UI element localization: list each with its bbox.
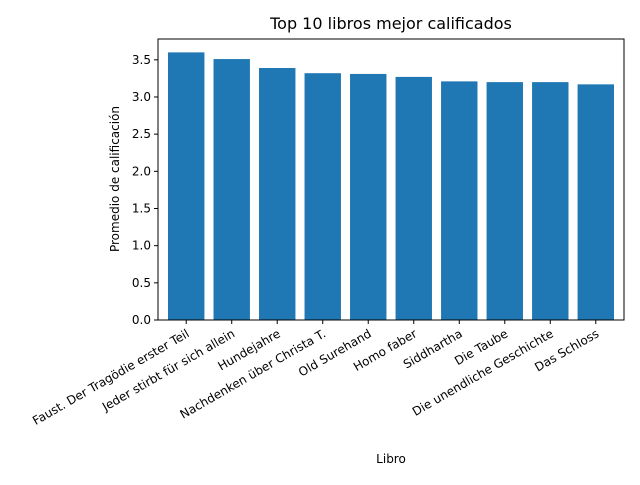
- bar-5: [350, 73, 387, 320]
- y-tick-label: 0.0: [132, 313, 151, 327]
- bar-6: [395, 76, 432, 320]
- bar-3: [259, 67, 296, 321]
- bar-4: [304, 73, 341, 320]
- y-tick-label: 3.5: [132, 53, 151, 67]
- bar-1: [168, 52, 205, 320]
- bar-8: [486, 82, 523, 321]
- y-tick-label: 2.0: [132, 164, 151, 178]
- y-tick-label: 1.0: [132, 239, 151, 253]
- y-tick-label: 0.5: [132, 276, 151, 290]
- bar-9: [532, 82, 569, 321]
- plot-frame: [157, 38, 625, 321]
- y-axis: 0.0 0.5 1.0 1.5 2.0 2.5 3.0 3.5: [132, 53, 158, 327]
- chart-title: Top 10 libros mejor calificados: [269, 14, 512, 33]
- bar-7: [441, 81, 478, 321]
- y-tick-label: 2.5: [132, 127, 151, 141]
- y-axis-label: Promedio de calificación: [108, 106, 122, 252]
- y-tick-label: 1.5: [132, 201, 151, 215]
- x-axis-label: Libro: [376, 452, 406, 466]
- bars-group: [168, 52, 614, 321]
- bar-10: [577, 84, 614, 320]
- y-tick-label: 3.0: [132, 90, 151, 104]
- bar-2: [213, 59, 250, 320]
